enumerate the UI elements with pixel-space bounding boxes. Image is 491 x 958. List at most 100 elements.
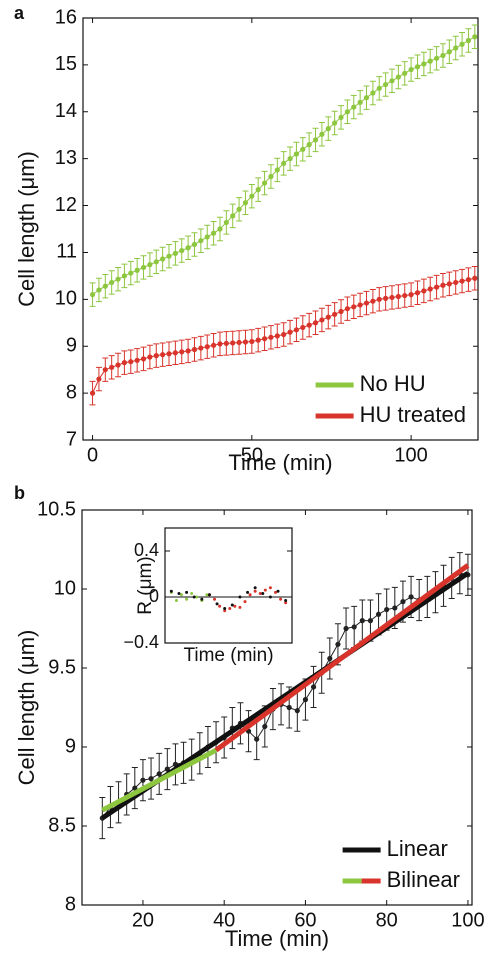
y-axis-title: Cell length (μm): [14, 630, 39, 786]
data-point: [376, 85, 382, 91]
data-point: [281, 160, 287, 166]
data-point: [191, 346, 198, 353]
data-point: [408, 594, 414, 600]
data-point: [172, 250, 178, 256]
data-point: [351, 304, 357, 310]
data-point: [312, 320, 319, 326]
x-tick-label: 0: [87, 444, 98, 466]
y-tick-label: 14: [55, 100, 77, 122]
data-point: [327, 655, 333, 662]
y-tick-label: 9: [66, 335, 77, 357]
data-point: [96, 376, 102, 382]
data-point: [276, 589, 280, 593]
data-point: [383, 81, 389, 88]
data-point: [351, 624, 357, 630]
data-point: [302, 697, 309, 703]
data-point: [109, 279, 115, 286]
data-point: [121, 360, 128, 366]
data-point: [351, 104, 357, 110]
data-point: [230, 603, 234, 607]
data-point: [440, 52, 446, 59]
y-tick-label: 11: [56, 241, 77, 263]
y-tick-label: 8: [65, 893, 76, 915]
y-axis-title: R (μm): [135, 556, 156, 614]
data-point: [359, 618, 365, 624]
data-point: [195, 595, 199, 599]
data-point: [236, 339, 242, 346]
data-point: [147, 354, 153, 360]
data-point: [363, 95, 370, 101]
data-point: [166, 253, 172, 259]
data-point: [472, 275, 478, 281]
data-point: [156, 771, 162, 777]
data-point: [204, 234, 210, 240]
data-point: [238, 605, 242, 609]
data-point: [190, 592, 194, 596]
x-axis-title: Time (min): [225, 926, 329, 951]
data-point: [172, 350, 178, 356]
data-point: [370, 90, 376, 96]
y-tick-label: 9: [65, 735, 76, 757]
data-point: [384, 606, 390, 613]
data-point: [427, 286, 433, 292]
data-point: [421, 61, 427, 67]
data-point: [242, 339, 249, 345]
data-point: [357, 302, 363, 308]
data-point: [268, 586, 272, 590]
data-point: [284, 598, 288, 602]
data-point: [180, 593, 184, 597]
data-point: [421, 288, 427, 294]
data-point: [395, 293, 401, 300]
data-point: [370, 298, 376, 304]
data-point: [343, 625, 349, 632]
data-point: [128, 270, 134, 276]
data-point: [306, 142, 312, 148]
data-point: [263, 588, 267, 592]
data-point: [211, 342, 217, 348]
data-point: [228, 607, 232, 610]
data-point: [376, 296, 382, 302]
data-point: [89, 390, 96, 396]
y-tick-label: 8: [66, 381, 77, 403]
data-point: [230, 213, 236, 219]
data-point: [204, 344, 210, 350]
data-point: [408, 66, 414, 73]
data-point: [233, 604, 237, 608]
data-point: [383, 295, 389, 301]
data-point: [284, 601, 288, 605]
y-tick-label: 13: [55, 147, 77, 169]
data-point: [392, 605, 398, 611]
x-tick-label: 50: [241, 444, 263, 466]
data-point: [395, 74, 401, 80]
y-axis-title: Cell length (μm): [14, 151, 39, 307]
data-point: [408, 292, 414, 298]
data-point: [465, 277, 472, 283]
data-point: [166, 351, 172, 357]
fit-line: [214, 563, 470, 753]
data-point: [179, 247, 185, 254]
data-point: [140, 356, 147, 362]
data-point: [433, 55, 440, 61]
data-point: [319, 131, 325, 137]
data-point: [255, 337, 261, 343]
data-point: [262, 723, 268, 730]
plot-frame: [82, 17, 479, 441]
data-point: [179, 349, 185, 355]
y-tick-label: 12: [55, 194, 77, 216]
panel-label: a: [14, 3, 25, 23]
data-point: [191, 241, 198, 248]
y-tick-label: 7: [66, 428, 77, 450]
x-tick-label: 100: [394, 444, 427, 466]
data-point: [306, 322, 312, 328]
data-point: [236, 206, 242, 212]
data-point: [253, 586, 257, 590]
data-point: [218, 604, 222, 608]
y-tick-label: 0.4: [134, 540, 159, 560]
data-point: [367, 618, 374, 624]
data-point: [96, 287, 102, 293]
data-point: [198, 238, 204, 244]
data-point: [261, 180, 268, 186]
data-point: [287, 329, 293, 335]
data-point: [192, 595, 196, 599]
